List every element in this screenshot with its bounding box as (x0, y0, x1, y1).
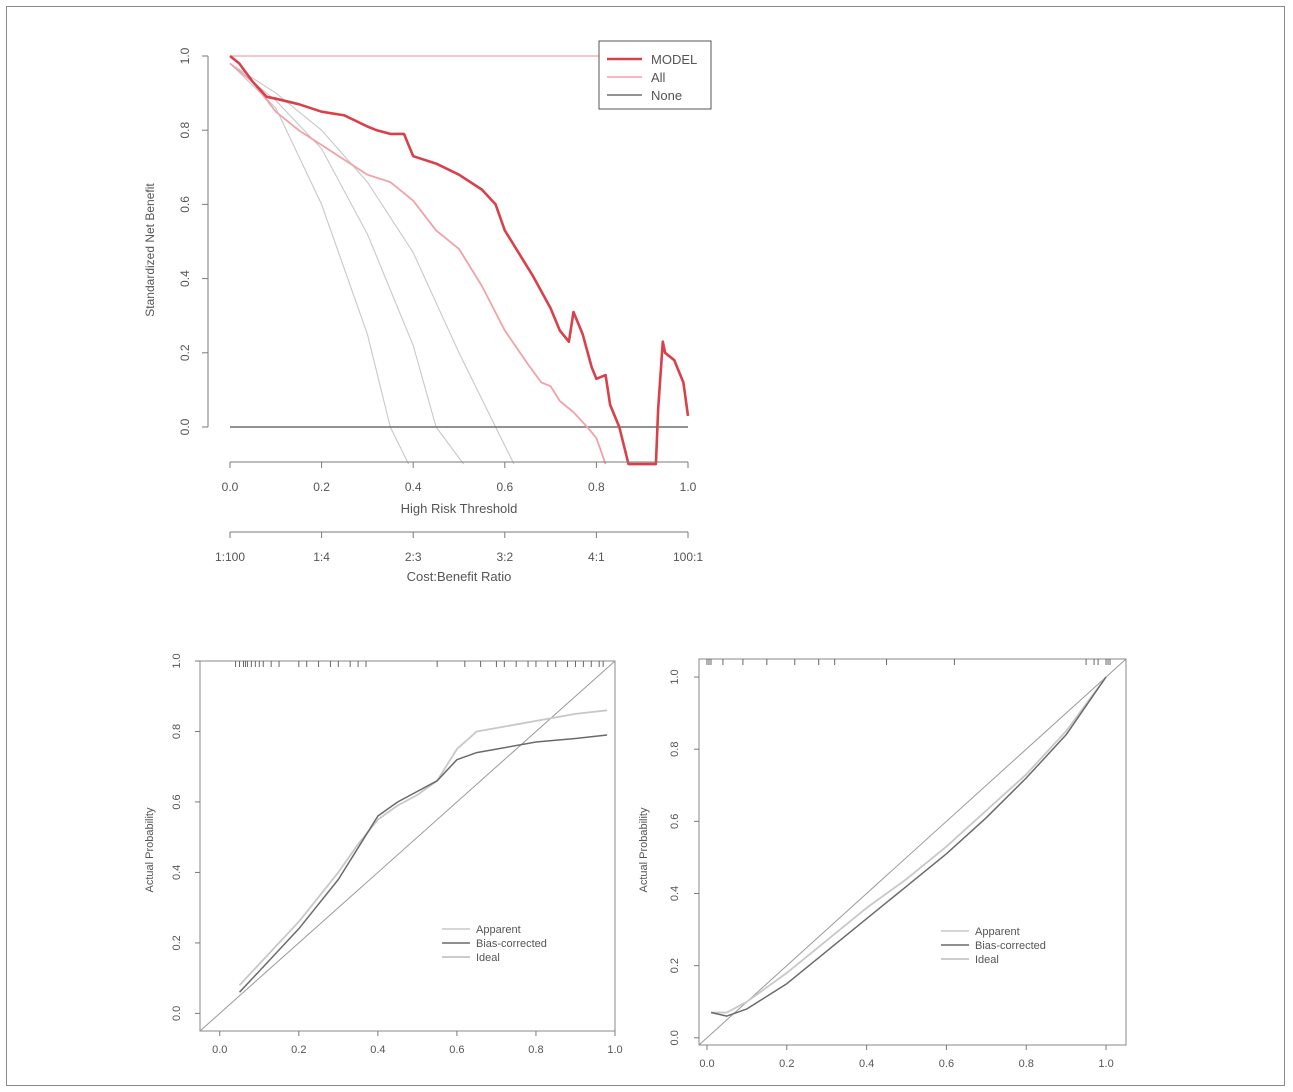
c3-series-ideal (698, 658, 1127, 1046)
figure-frame (6, 6, 1285, 1086)
c1-y-tick-label: 0.6 (178, 196, 192, 213)
c3-series-bias-corrected (710, 676, 1107, 1017)
c1-curves (229, 54, 690, 466)
c3-x-tick-label: 0.8 (1019, 1058, 1034, 1070)
c2-x-tick-label: 0.8 (528, 1044, 543, 1056)
c3-content: 0.0 0.2 0.4 0.6 0.8 1.0 0.0 0.2 0.4 0.6 0.8 1.0 (669, 658, 1127, 1070)
c3-x-tick-label: 0.4 (859, 1058, 874, 1070)
c3-x-tick-label: 0.6 (939, 1058, 954, 1070)
c3-legend-label-bias: Bias-corrected (975, 940, 1046, 952)
c2-legend-label-apparent: Apparent (476, 924, 521, 936)
c1-y-tick-label: 0.8 (178, 122, 192, 139)
c1-series-reference-curve-2 (229, 62, 465, 465)
c1-secondary-tick-label: 1:100 (215, 550, 245, 564)
c1-legend: MODEL All None (598, 40, 712, 110)
c1-series-reference-curve-3 (229, 62, 515, 465)
c1-series-reference-curve-1 (229, 63, 410, 465)
c2-legend-label-ideal: Ideal (476, 952, 500, 964)
c2-legend-label-bias: Bias-corrected (476, 938, 547, 950)
c1-series-all (229, 62, 607, 465)
c2-series-ideal (199, 660, 616, 1032)
c1-secondary-tick-label: 4:1 (588, 550, 605, 564)
c2-plot-box (199, 660, 616, 1032)
c2-series-apparent (238, 709, 608, 986)
c3-y-tick-label: 0.0 (669, 1030, 681, 1045)
c2-y-tick-label: 0.6 (171, 794, 183, 809)
c1-legend-label-none: None (651, 88, 682, 103)
c2-series-bias-corrected (238, 734, 608, 993)
c1-legend-label-all: All (651, 70, 666, 85)
c3-legend: Apparent Bias-corrected Ideal (941, 926, 1046, 966)
c2-x-tick-label: 0.6 (449, 1044, 464, 1056)
c1-x-tick-label: 0.2 (313, 480, 330, 494)
c1-x-tick-label: 0.6 (496, 480, 513, 494)
c1-x-tick-label: 0.0 (222, 480, 239, 494)
c3-legend-label-ideal: Ideal (975, 954, 999, 966)
c1-secondary-axis-label: Cost:Benefit Ratio (407, 569, 512, 584)
c2-x-tick-label: 1.0 (607, 1044, 622, 1056)
c1-y-tick-label: 1.0 (178, 47, 192, 64)
c3-x-tick-label: 0.2 (779, 1058, 794, 1070)
c2-content: 0.0 0.2 0.4 0.6 0.8 1.0 0.0 0.2 0.4 0.6 0.8 1.0 (171, 653, 623, 1056)
c3-legend-label-apparent: Apparent (975, 926, 1020, 938)
c1-y-tick-label: 0.0 (178, 418, 192, 435)
c1-x-tick-label: 1.0 (680, 480, 697, 494)
c1-x-tick-label: 0.8 (588, 480, 605, 494)
c2-y-tick-label: 0.8 (171, 724, 183, 739)
calibration-chart-left: 0.0 0.2 0.4 0.6 0.8 1.0 0.0 0.2 0.4 0.6 0.8 1.0 Act… (144, 653, 623, 1056)
c1-secondary-tick-label: 1:4 (313, 550, 330, 564)
c3-y-axis-label: Actual Probability (638, 807, 650, 892)
c2-y-tick-label: 0.2 (171, 935, 183, 950)
c1-legend-box (598, 40, 712, 110)
c1-y-axis-label: Standardized Net Benefit (143, 183, 157, 317)
c2-legend: Apparent Bias-corrected Ideal (442, 924, 547, 964)
c2-y-tick-label: 1.0 (171, 653, 183, 668)
c2-y-tick-label: 0.0 (171, 1006, 183, 1021)
c2-x-tick-label: 0.2 (291, 1044, 306, 1056)
c3-x-tick-label: 1.0 (1098, 1058, 1113, 1070)
c3-x-tick-label: 0.0 (699, 1058, 714, 1070)
c3-y-tick-label: 0.2 (669, 958, 681, 973)
decision-curve-chart: 0.0 0.2 0.4 0.6 0.8 1.0 0.0 0.2 0.4 0.6 0.8 1.0 1:10… (143, 40, 712, 584)
c1-legend-label-model: MODEL (651, 52, 697, 67)
c1-x-axis-label: High Risk Threshold (401, 501, 518, 516)
c1-secondary-tick-label: 2:3 (405, 550, 422, 564)
c1-y-tick-label: 0.4 (178, 270, 192, 287)
c2-x-tick-label: 0.4 (370, 1044, 385, 1056)
c2-y-tick-label: 0.4 (171, 865, 183, 880)
c3-y-tick-label: 0.4 (669, 886, 681, 901)
c1-axes: 0.0 0.2 0.4 0.6 0.8 1.0 0.0 0.2 0.4 0.6 0.8 1.0 1:10… (178, 47, 703, 564)
c1-y-tick-label: 0.2 (178, 344, 192, 361)
c1-series-model (229, 54, 690, 466)
c3-y-tick-label: 0.8 (669, 742, 681, 757)
calibration-chart-right: 0.0 0.2 0.4 0.6 0.8 1.0 0.0 0.2 0.4 0.6 0.8 1.0 Act… (638, 658, 1127, 1070)
c1-secondary-tick-label: 100:1 (673, 550, 703, 564)
c3-y-tick-label: 1.0 (669, 669, 681, 684)
c1-secondary-tick-label: 3:2 (496, 550, 513, 564)
c3-plot-box (698, 658, 1127, 1046)
c1-x-tick-label: 0.4 (405, 480, 422, 494)
c2-y-axis-label: Actual Probability (144, 807, 156, 892)
c2-x-tick-label: 0.0 (212, 1044, 227, 1056)
c3-series-apparent (711, 676, 1107, 1014)
c3-y-tick-label: 0.6 (669, 814, 681, 829)
